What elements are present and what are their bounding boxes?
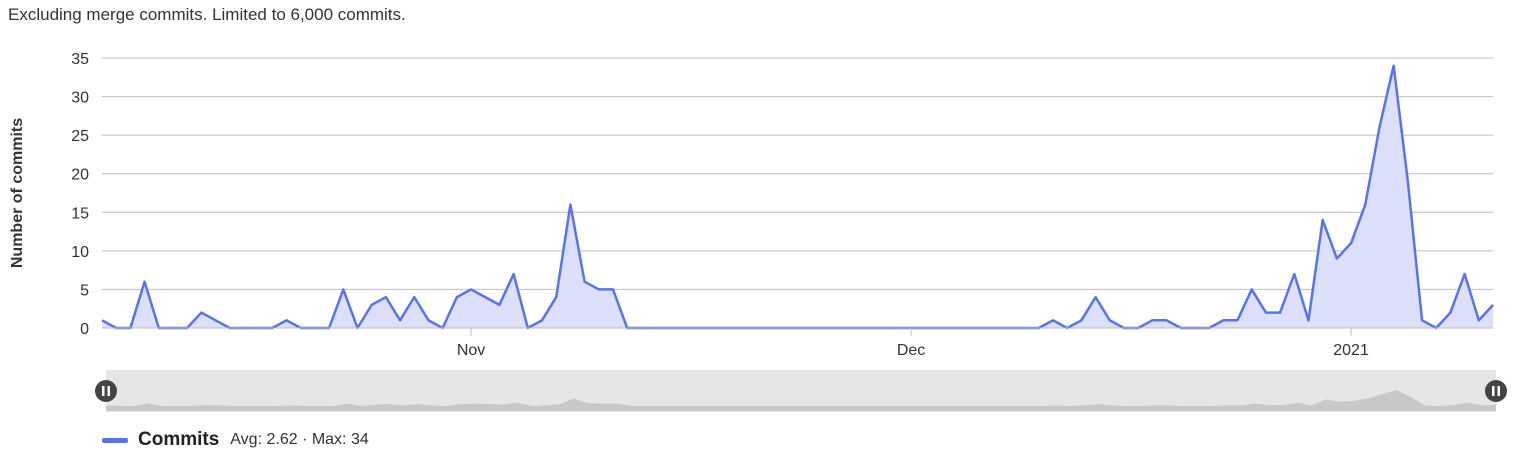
legend-label: Commits [138,429,220,450]
navigator-right-handle[interactable] [1485,380,1507,402]
pause-bar [102,386,105,396]
navigator[interactable] [95,370,1507,412]
y-tick-label: 25 [71,128,89,145]
plot-area [101,64,1494,330]
pause-icon [1492,386,1500,396]
legend-item-commits[interactable]: Commits Avg: 2.62 · Max: 34 [102,429,369,451]
commits-line [101,64,1494,330]
y-tick-label: 20 [71,167,89,184]
navigator-left-handle[interactable] [95,380,117,402]
handle-circle [95,380,117,402]
y-grid [102,57,1493,329]
pause-icon [102,386,110,396]
y-tick-label: 35 [71,51,89,68]
legend-stats: Avg: 2.62 · Max: 34 [230,431,369,448]
x-tick-label: Dec [897,342,925,359]
handle-circle [1485,380,1507,402]
navigator-series [106,390,1496,411]
x-axis: Nov Dec 2021 [102,327,1493,359]
y-tick-label: 30 [71,90,89,107]
chart-note: Excluding merge commits. Limited to 6,00… [8,5,406,24]
x-tick-label: 2021 [1333,342,1369,359]
x-tick-label: Nov [457,342,485,359]
y-tick-labels: 0 5 10 15 20 25 30 35 [71,51,89,338]
y-tick-label: 10 [71,244,89,261]
y-axis-label: Number of commits [9,118,26,268]
y-tick-label: 15 [71,205,89,222]
navigator-mask [106,370,1496,411]
pause-bar [107,386,110,396]
y-tick-label: 0 [80,321,89,338]
y-tick-label: 5 [80,282,89,299]
pause-bar [1497,386,1500,396]
commits-area [102,65,1493,329]
legend-swatch [102,437,128,443]
pause-bar [1492,386,1495,396]
